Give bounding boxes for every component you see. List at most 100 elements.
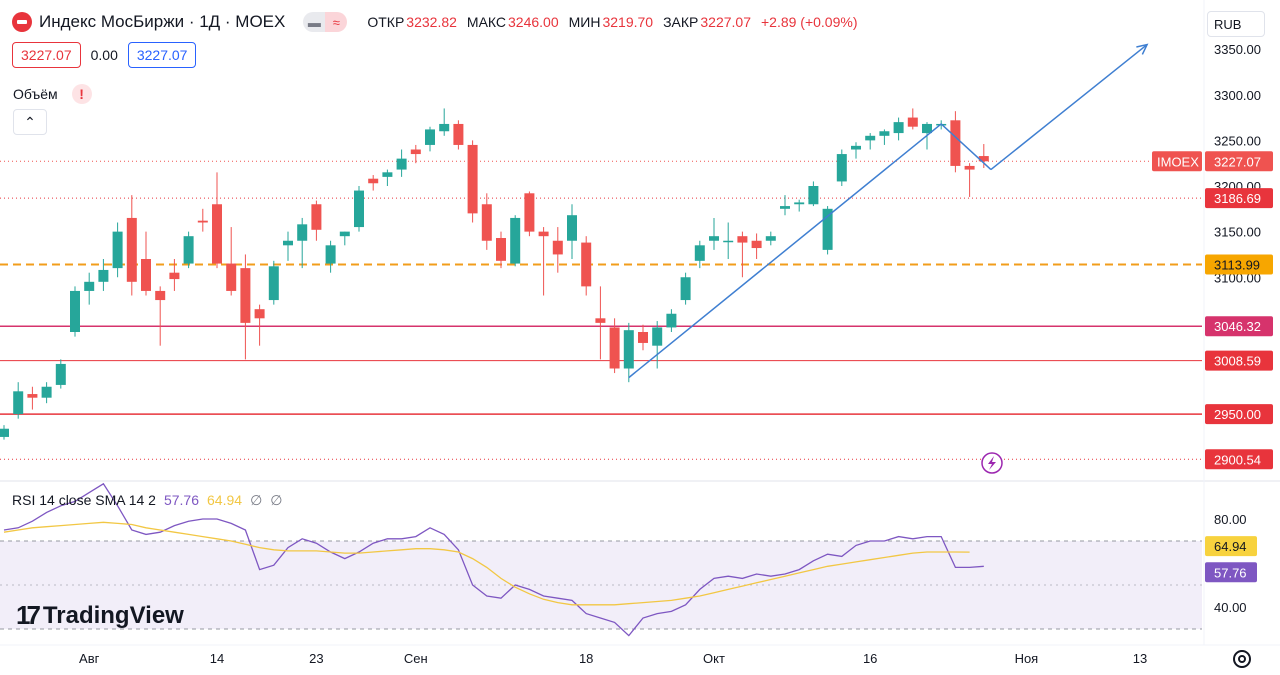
candle-body bbox=[964, 165, 975, 170]
time-tick-label: Сен bbox=[404, 651, 428, 666]
candle-body bbox=[780, 206, 790, 209]
candle-body bbox=[27, 394, 38, 398]
candle-body bbox=[879, 131, 890, 136]
warning-icon[interactable]: ! bbox=[71, 84, 92, 104]
price-level-label: 3008.59 bbox=[1214, 354, 1261, 369]
candle-body bbox=[652, 327, 663, 346]
moex-logo-icon bbox=[12, 12, 32, 32]
candle-body bbox=[467, 144, 478, 214]
rsi-sma-line bbox=[3, 521, 970, 606]
open-label: ОТКР bbox=[367, 14, 405, 30]
symbol-title[interactable]: Индекс МосБиржи · 1Д · MOEX bbox=[39, 12, 286, 31]
candle-body bbox=[538, 231, 549, 237]
candle-body bbox=[694, 245, 705, 261]
rsi-value-label: 57.76 bbox=[1214, 565, 1247, 580]
wave-icon[interactable]: ≈ bbox=[325, 12, 348, 32]
candle-body bbox=[453, 123, 464, 145]
candle-body bbox=[808, 186, 819, 205]
change-value: +2.89 (+0.09%) bbox=[760, 14, 858, 30]
chart-header: Индекс МосБиржи · 1Д · MOEX ▬ ≈ ОТКР 323… bbox=[12, 11, 866, 33]
rsi-tick-label: 80.00 bbox=[1214, 512, 1247, 527]
time-tick-label: Окт bbox=[703, 651, 725, 666]
price-level-tag bbox=[1205, 404, 1273, 425]
volume-label[interactable]: Объём bbox=[13, 86, 58, 102]
candle-body bbox=[822, 208, 833, 250]
candle-body bbox=[567, 215, 577, 241]
candle-body bbox=[212, 204, 222, 264]
rsi-title[interactable]: RSI 14 close SMA 14 2 bbox=[12, 492, 156, 508]
candle-body bbox=[70, 290, 80, 332]
indicator-pill[interactable]: ▬ ≈ bbox=[303, 12, 348, 32]
price-level-tag bbox=[1205, 188, 1273, 209]
candle-body bbox=[368, 178, 379, 184]
price-tick-label: 3250.00 bbox=[1214, 133, 1261, 148]
rsi-value-label: 64.94 bbox=[1214, 539, 1247, 554]
sell-price-button[interactable]: 3227.07 bbox=[12, 42, 81, 68]
candle-body bbox=[851, 145, 861, 150]
candle-body bbox=[723, 240, 734, 243]
trend-line bbox=[990, 43, 1148, 171]
tradingview-logo[interactable]: 17 TradingView bbox=[16, 600, 184, 631]
candle-body bbox=[98, 269, 109, 282]
candle-body bbox=[55, 363, 66, 385]
rsi-tick-label: 40.00 bbox=[1214, 600, 1247, 615]
candle-body bbox=[552, 240, 563, 255]
candle-body bbox=[13, 391, 24, 415]
candle-body bbox=[481, 204, 492, 241]
candle-body bbox=[893, 122, 904, 134]
open-value: 3232.82 bbox=[406, 14, 457, 30]
candle-body bbox=[737, 236, 748, 243]
candle-body bbox=[112, 231, 123, 269]
currency-label: RUB bbox=[1214, 16, 1242, 32]
price-level-tag bbox=[1205, 449, 1273, 470]
quote-row: 3227.07 0.00 3227.07 bbox=[12, 42, 197, 68]
currency-selector[interactable]: RUB bbox=[1207, 11, 1265, 37]
candle-body bbox=[297, 224, 308, 241]
trend-arrow-head bbox=[1136, 43, 1149, 55]
close-label: ЗАКР bbox=[663, 14, 699, 30]
candle-body bbox=[794, 202, 805, 205]
low-value: 3219.70 bbox=[602, 14, 654, 30]
candle-body bbox=[524, 193, 535, 232]
candle-body bbox=[254, 309, 265, 319]
collapse-legend-button[interactable]: ⌃ bbox=[13, 109, 47, 135]
price-level-tag bbox=[1205, 350, 1273, 371]
current-price-label: 3227.07 bbox=[1214, 154, 1261, 169]
candle-body bbox=[268, 266, 279, 301]
candle-body bbox=[141, 259, 151, 291]
candle-body bbox=[155, 290, 166, 301]
candle-body bbox=[581, 242, 592, 287]
price-level-label: 2950.00 bbox=[1214, 407, 1261, 422]
rsi-value: 57.76 bbox=[163, 492, 200, 508]
price-level-label: 3046.32 bbox=[1214, 319, 1261, 334]
trend-line bbox=[940, 123, 992, 171]
candle-body bbox=[41, 386, 52, 398]
tradingview-mark-icon: 17 bbox=[16, 600, 41, 630]
candle-body bbox=[382, 172, 393, 177]
high-label: МАКС bbox=[466, 14, 507, 30]
minus-icon[interactable]: ▬ bbox=[303, 12, 326, 32]
lightning-glyph bbox=[988, 456, 996, 470]
rsi-line bbox=[3, 482, 984, 637]
candle-body bbox=[439, 123, 450, 132]
buy-price-button[interactable]: 3227.07 bbox=[127, 42, 197, 68]
candle-body bbox=[510, 217, 521, 264]
candle-body bbox=[922, 123, 932, 134]
candle-body bbox=[240, 268, 251, 323]
rsi-empty-2: ∅ bbox=[270, 492, 283, 508]
time-tick-label: 18 bbox=[579, 651, 593, 666]
spread-value: 0.00 bbox=[90, 47, 118, 63]
trend-line bbox=[628, 123, 942, 379]
ohlc-readout: ОТКР 3232.82 МАКС 3246.00 МИН 3219.70 ЗА… bbox=[367, 14, 865, 30]
candle-body bbox=[709, 236, 719, 241]
candle-body bbox=[126, 217, 137, 282]
rsi-empty-1: ∅ bbox=[250, 492, 263, 508]
time-tick-label: 13 bbox=[1133, 651, 1147, 666]
candle-body bbox=[978, 156, 989, 162]
candle-body bbox=[410, 149, 421, 155]
rsi-value-tag bbox=[1205, 536, 1257, 557]
rsi-sma-value: 64.94 bbox=[207, 492, 243, 508]
chart-settings-gear-icon[interactable] bbox=[1233, 650, 1251, 668]
candle-body bbox=[226, 263, 237, 291]
